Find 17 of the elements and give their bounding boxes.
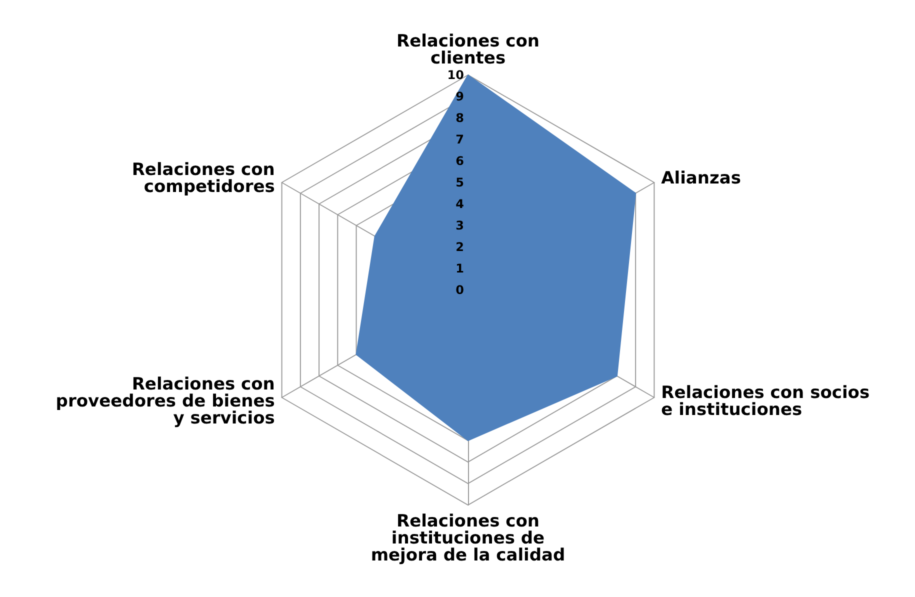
y-tick-label: 4 xyxy=(456,197,464,211)
y-tick-label: 6 xyxy=(456,154,464,168)
y-tick-label: 8 xyxy=(456,111,464,125)
y-tick-label: 2 xyxy=(456,240,464,254)
y-tick-label: 10 xyxy=(447,68,464,82)
y-tick-label: 1 xyxy=(456,262,464,276)
y-tick-label: 3 xyxy=(456,218,464,232)
spoke-label: Relaciones con instituciones de mejora de la calidad xyxy=(370,512,566,566)
spoke-label: Relaciones con proveedores de bienes y servicios xyxy=(56,374,275,428)
y-tick-label: 7 xyxy=(456,132,464,146)
spoke-label: Alianzas xyxy=(661,168,741,188)
y-tick-label: 0 xyxy=(456,283,464,297)
spoke-label: Relaciones con clientes xyxy=(396,32,540,68)
spoke-label: Relaciones con socios e instituciones xyxy=(661,383,870,420)
y-tick-label: 9 xyxy=(456,90,464,104)
y-tick-label: 5 xyxy=(456,176,464,190)
spoke-label: Relaciones con competidores xyxy=(132,160,275,197)
